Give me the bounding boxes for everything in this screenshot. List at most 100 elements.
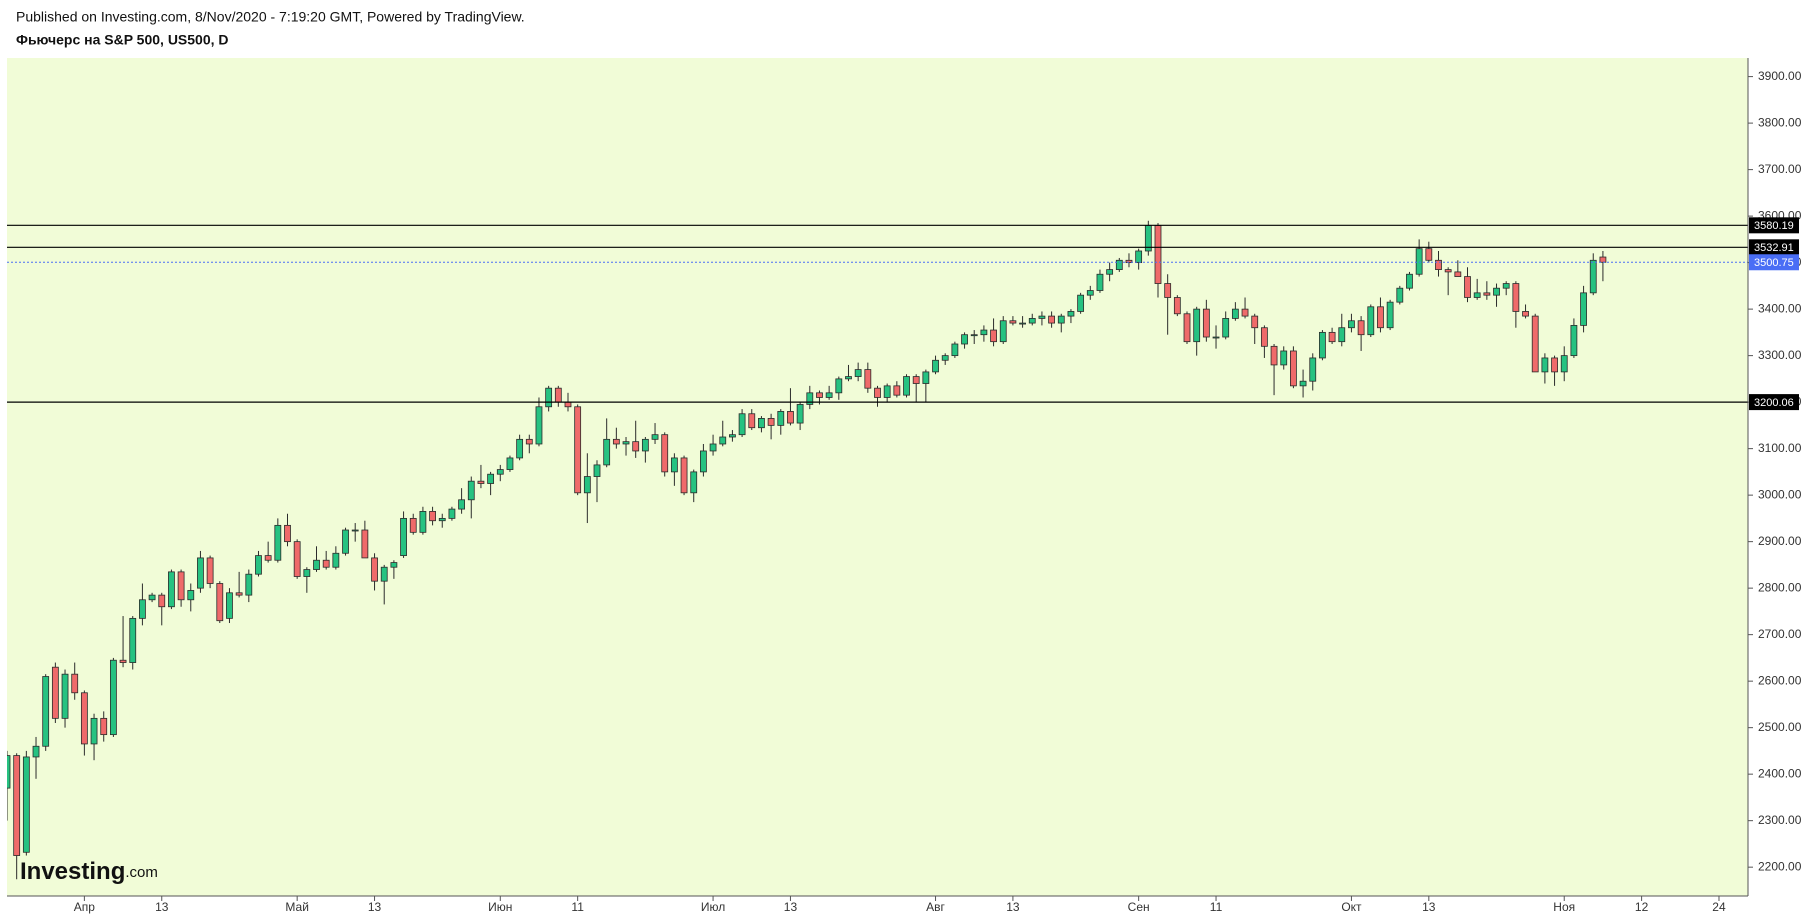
candle-body bbox=[854, 369, 862, 377]
candle-body bbox=[961, 334, 968, 345]
candle-body bbox=[1067, 311, 1075, 317]
candle-body bbox=[409, 517, 417, 533]
candle-body bbox=[129, 617, 137, 663]
candle-body bbox=[1435, 259, 1442, 270]
candle-body bbox=[390, 562, 398, 568]
chart-title: Фьючерс на S&P 500, US500, D bbox=[16, 32, 229, 48]
candle-body bbox=[1154, 225, 1162, 284]
logo: Investing.com bbox=[20, 858, 158, 885]
x-tick-label: 11 bbox=[571, 900, 584, 914]
candle-body bbox=[777, 411, 785, 426]
level-label: 3580.19 bbox=[1754, 220, 1794, 232]
candle-body bbox=[303, 569, 311, 577]
candle-body bbox=[400, 517, 407, 556]
candle-body bbox=[1183, 313, 1191, 343]
candle-body bbox=[1551, 357, 1558, 373]
candle-body bbox=[1502, 283, 1510, 289]
candle-body bbox=[51, 666, 59, 719]
candle-body bbox=[535, 406, 543, 445]
candle-body bbox=[1048, 315, 1055, 324]
candle-body bbox=[322, 559, 330, 568]
x-tick-label: 13 bbox=[1006, 900, 1020, 914]
candle-body bbox=[932, 359, 939, 373]
candle-body bbox=[1106, 269, 1114, 275]
candle-body bbox=[332, 552, 340, 568]
candle-body bbox=[1270, 345, 1278, 366]
candle-body bbox=[612, 438, 620, 445]
candle-body bbox=[835, 378, 843, 394]
candle-body bbox=[999, 320, 1007, 343]
candle-body bbox=[1367, 306, 1375, 336]
candle-body bbox=[80, 692, 88, 745]
candle-body bbox=[187, 590, 195, 601]
candle-body bbox=[1164, 283, 1172, 298]
candle-body bbox=[1560, 355, 1568, 373]
candle-body bbox=[1135, 250, 1143, 264]
y-tick-label: 3300.00 bbox=[1758, 348, 1802, 362]
candle-body bbox=[1096, 273, 1104, 291]
candle-body bbox=[787, 411, 794, 424]
published-note: Published on Investing.com, 8/Nov/2020 -… bbox=[16, 9, 525, 25]
candle-body bbox=[690, 471, 698, 494]
candle-body bbox=[1028, 318, 1036, 324]
candle-body bbox=[1328, 331, 1336, 343]
candle-body bbox=[448, 508, 456, 519]
candle-body bbox=[583, 476, 591, 494]
level-label-box bbox=[1749, 217, 1799, 234]
grid-layer: 2200.00 2300.00 2400.00 2500.00 2600.00 2700.… bbox=[74, 69, 1802, 914]
candle-body bbox=[1173, 297, 1181, 315]
candle-body bbox=[158, 594, 166, 608]
candle-body bbox=[980, 329, 988, 336]
candle-body bbox=[941, 355, 949, 361]
candle-body bbox=[100, 717, 108, 736]
candle-body bbox=[109, 659, 117, 736]
candle-body bbox=[806, 392, 814, 405]
candle-body bbox=[1290, 350, 1297, 387]
candle-body bbox=[22, 756, 30, 853]
candle-body bbox=[148, 594, 156, 601]
candle-body bbox=[61, 673, 69, 719]
x-tick-label: Июл bbox=[701, 900, 725, 914]
candles-layer bbox=[7, 220, 1607, 880]
candle-body bbox=[1057, 315, 1065, 324]
candle-body bbox=[1464, 276, 1471, 298]
candle-body bbox=[893, 385, 901, 396]
candle-body bbox=[1493, 287, 1500, 296]
candle-body bbox=[1357, 320, 1365, 336]
y-tick-label: 3700.00 bbox=[1758, 162, 1802, 176]
candle-body bbox=[1115, 259, 1123, 270]
y-tick-label: 3000.00 bbox=[1758, 487, 1802, 501]
candle-body bbox=[729, 434, 736, 438]
level-label: 3200.06 bbox=[1754, 397, 1794, 409]
candle-body bbox=[1406, 273, 1413, 289]
candle-body bbox=[661, 434, 669, 473]
candle-body bbox=[467, 480, 475, 501]
candle-body bbox=[1415, 248, 1423, 275]
candle-body bbox=[1222, 318, 1230, 338]
y-tick-label: 3100.00 bbox=[1758, 441, 1802, 455]
candle-body bbox=[574, 406, 582, 494]
candle-body bbox=[554, 387, 562, 403]
candle-body bbox=[226, 592, 233, 619]
candle-body bbox=[1019, 322, 1026, 325]
candle-body bbox=[516, 438, 524, 459]
candle-body bbox=[1260, 327, 1268, 347]
candle-body bbox=[816, 392, 823, 398]
y-tick-label: 2600.00 bbox=[1758, 673, 1802, 687]
candle-body bbox=[1386, 301, 1394, 329]
y-tick-label: 2400.00 bbox=[1758, 766, 1802, 780]
candle-body bbox=[361, 529, 369, 559]
x-tick-label: 12 bbox=[1635, 900, 1649, 914]
candle-body bbox=[1338, 327, 1346, 343]
candle-body bbox=[1202, 308, 1210, 338]
y-tick-label: 2900.00 bbox=[1758, 534, 1802, 548]
candle-body bbox=[922, 371, 930, 384]
candle-body bbox=[564, 401, 572, 408]
candle-body bbox=[139, 599, 146, 619]
candle-body bbox=[845, 376, 852, 380]
candle-body bbox=[487, 473, 495, 484]
candle-body bbox=[796, 404, 804, 424]
candle-body bbox=[293, 541, 301, 577]
